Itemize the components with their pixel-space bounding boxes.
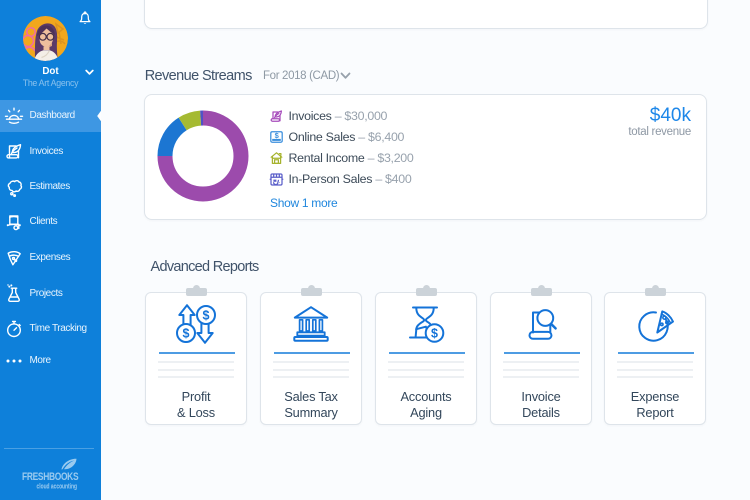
svg-text:$: $ <box>275 131 280 140</box>
svg-text:FRESHBOOKS: FRESHBOOKS <box>22 471 79 483</box>
svg-text:$: $ <box>431 327 438 341</box>
svg-text:$: $ <box>183 327 190 341</box>
svg-text:cloud accounting: cloud accounting <box>37 484 78 491</box>
svg-text:$: $ <box>203 309 210 323</box>
